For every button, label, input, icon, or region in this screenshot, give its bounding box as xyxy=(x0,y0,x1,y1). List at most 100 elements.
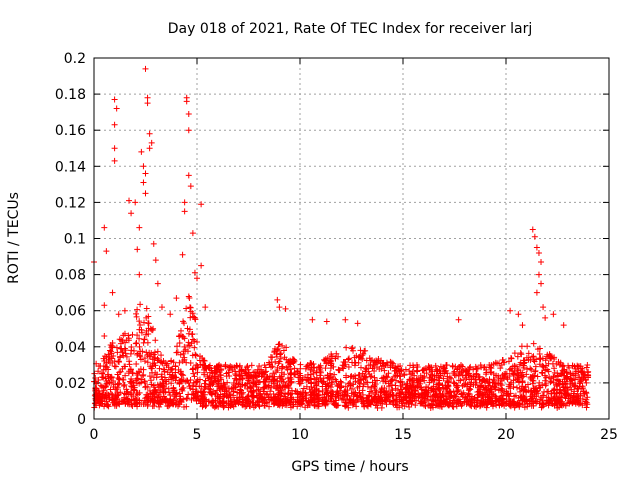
data-point xyxy=(308,384,315,391)
data-point xyxy=(365,362,372,369)
data-point xyxy=(110,353,117,360)
data-point xyxy=(407,371,414,378)
data-point xyxy=(355,359,362,366)
data-point xyxy=(554,400,561,407)
data-point xyxy=(512,376,519,383)
data-point xyxy=(197,353,204,360)
data-point xyxy=(372,391,379,398)
data-point xyxy=(316,372,323,379)
data-point xyxy=(331,371,338,378)
data-point xyxy=(263,390,270,397)
data-point xyxy=(451,392,458,399)
data-point xyxy=(486,386,493,393)
data-point xyxy=(121,381,128,388)
data-point xyxy=(251,380,258,387)
data-point xyxy=(514,370,521,377)
data-point xyxy=(134,246,141,253)
data-point xyxy=(104,379,111,386)
data-point xyxy=(294,391,301,398)
data-point xyxy=(333,378,340,385)
data-point xyxy=(382,397,389,404)
data-point xyxy=(420,367,427,374)
data-point xyxy=(459,363,466,370)
data-point xyxy=(551,369,558,376)
data-point xyxy=(178,398,185,405)
data-point xyxy=(196,376,203,383)
data-point xyxy=(109,340,116,347)
data-point xyxy=(126,361,133,368)
data-point xyxy=(367,400,374,407)
data-point xyxy=(493,380,500,387)
data-point xyxy=(95,368,102,375)
data-point xyxy=(230,403,237,410)
data-point xyxy=(372,360,379,367)
data-point xyxy=(171,373,178,380)
data-point xyxy=(450,379,457,386)
data-point xyxy=(170,359,177,366)
data-point xyxy=(379,363,386,370)
data-point xyxy=(183,395,190,402)
data-point xyxy=(362,400,369,407)
data-point xyxy=(143,349,150,356)
data-point xyxy=(440,375,447,382)
data-point xyxy=(561,376,568,383)
data-point xyxy=(275,389,282,396)
data-point xyxy=(300,385,307,392)
data-point xyxy=(266,403,273,410)
data-point xyxy=(280,393,287,400)
data-point xyxy=(352,372,359,379)
data-point xyxy=(507,365,514,372)
data-point xyxy=(178,376,185,383)
data-point xyxy=(351,362,358,369)
data-point xyxy=(524,403,531,410)
data-point xyxy=(307,392,314,399)
data-point xyxy=(360,350,367,357)
data-point xyxy=(521,398,528,405)
data-point xyxy=(166,371,173,378)
data-point xyxy=(176,380,183,387)
data-point xyxy=(234,363,241,370)
data-point xyxy=(287,404,294,411)
data-point xyxy=(580,370,587,377)
data-point xyxy=(245,366,252,373)
data-point xyxy=(511,362,518,369)
data-point xyxy=(538,280,545,287)
data-point xyxy=(430,383,437,390)
data-point xyxy=(284,382,291,389)
data-point xyxy=(111,157,118,164)
data-point xyxy=(209,381,216,388)
data-point xyxy=(562,390,569,397)
data-point xyxy=(322,387,329,394)
data-point xyxy=(515,367,522,374)
y-tick-label: 0.16 xyxy=(55,123,86,139)
data-point xyxy=(279,342,286,349)
data-point xyxy=(360,381,367,388)
data-point xyxy=(261,402,268,409)
data-point xyxy=(300,395,307,402)
data-point xyxy=(232,368,239,375)
data-point xyxy=(333,389,340,396)
data-point xyxy=(323,318,330,325)
data-point xyxy=(138,401,145,408)
data-point xyxy=(133,389,140,396)
data-point xyxy=(154,348,161,355)
data-point xyxy=(277,384,284,391)
data-point xyxy=(158,352,165,359)
data-point xyxy=(378,375,385,382)
data-point xyxy=(143,305,150,312)
data-point xyxy=(369,365,376,372)
data-point xyxy=(198,262,205,269)
data-point xyxy=(503,400,510,407)
data-point xyxy=(434,367,441,374)
data-point xyxy=(111,145,118,152)
data-point xyxy=(335,366,342,373)
data-point xyxy=(335,353,342,360)
data-point xyxy=(202,384,209,391)
data-point xyxy=(287,371,294,378)
data-point xyxy=(127,378,134,385)
data-point xyxy=(102,366,109,373)
data-point xyxy=(475,388,482,395)
data-point xyxy=(277,375,284,382)
data-point xyxy=(199,403,206,410)
data-point xyxy=(310,368,317,375)
